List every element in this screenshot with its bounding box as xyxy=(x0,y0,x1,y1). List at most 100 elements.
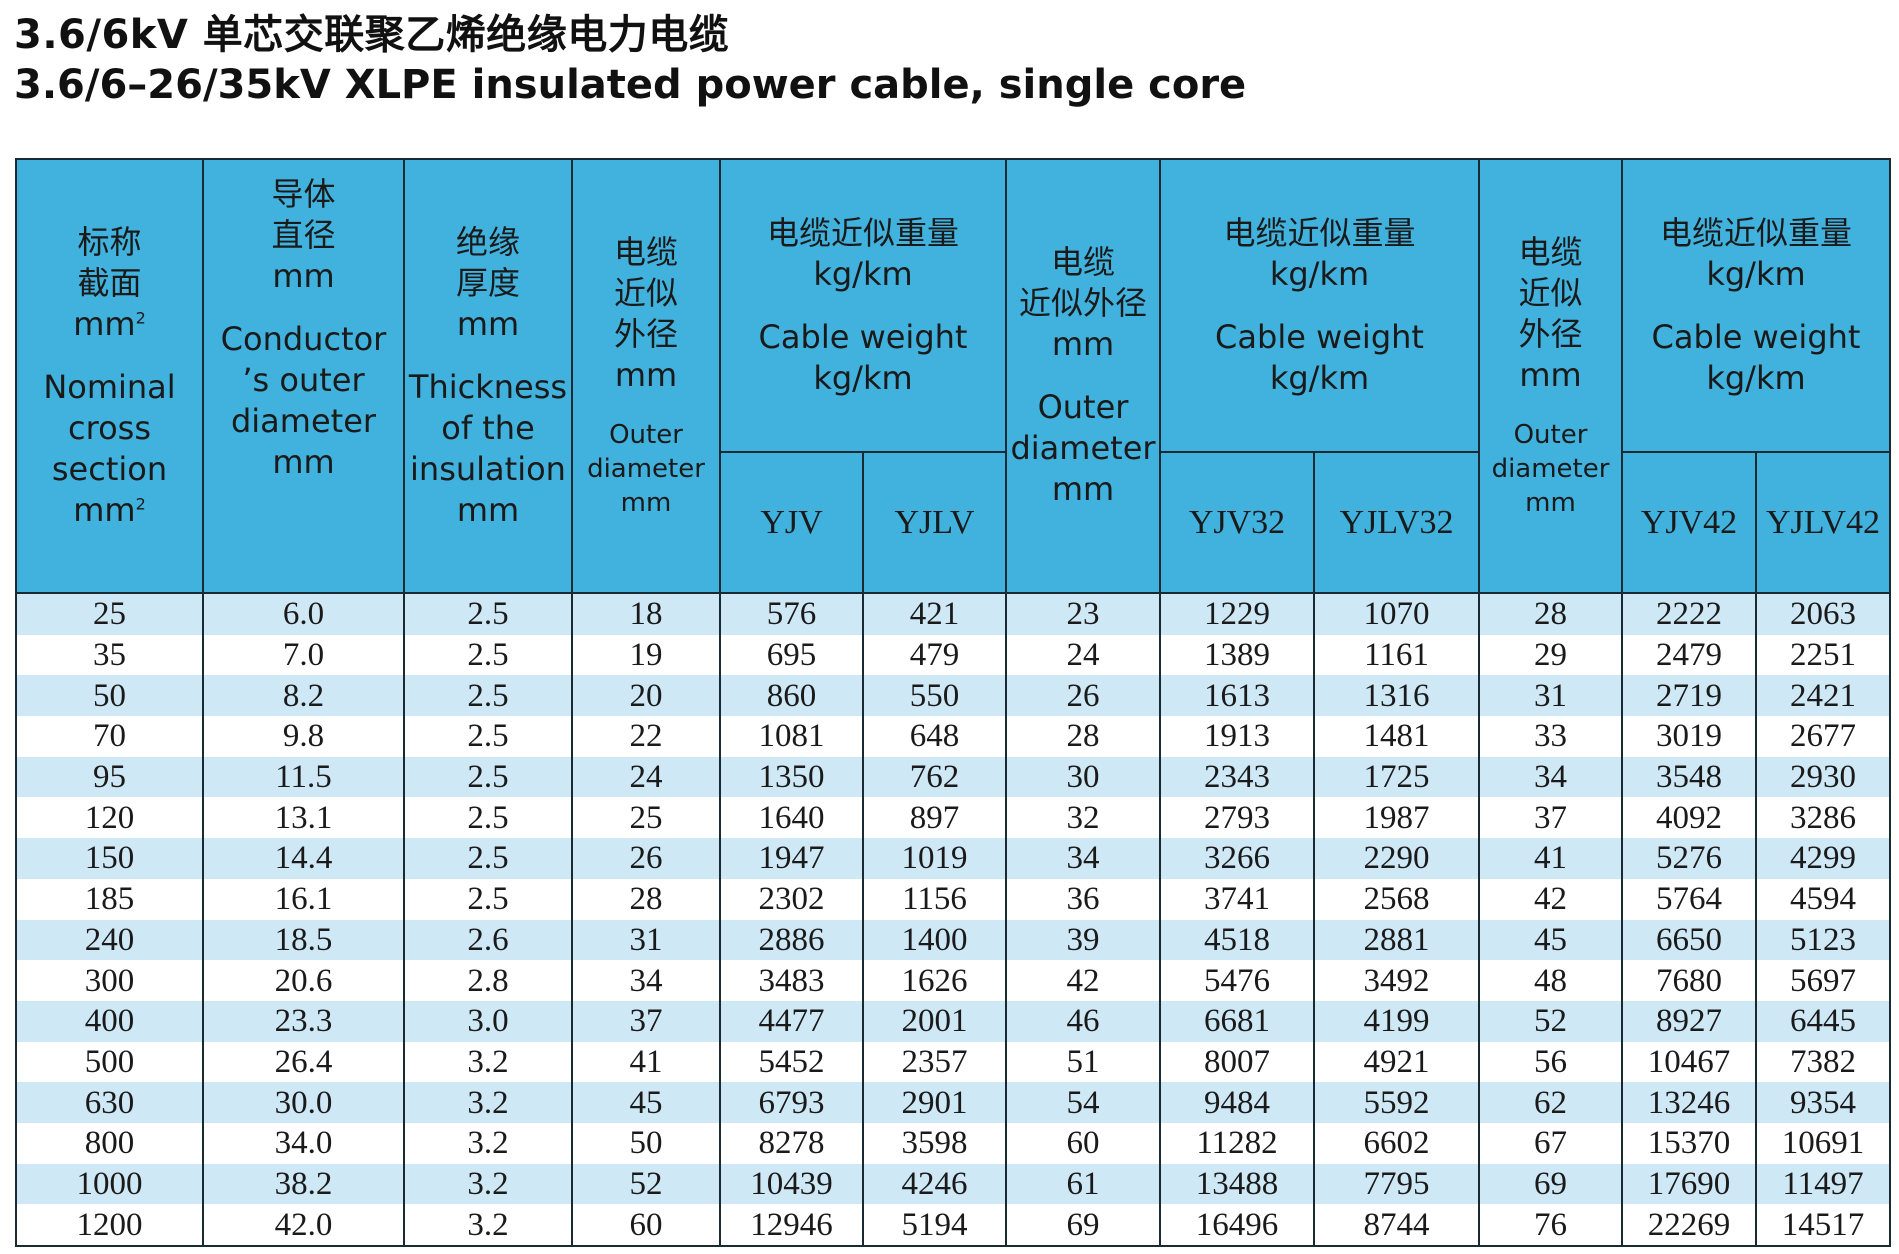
table-cell: 240 xyxy=(15,919,204,961)
table-row: 1000 38.2 3.2 52 10439 4246 61 13488 7795 69 17690… xyxy=(15,1163,1891,1205)
table-cell: 5592 xyxy=(1313,1082,1480,1123)
table-cell: 39 xyxy=(1005,919,1161,961)
table-cell: 11497 xyxy=(1755,1163,1891,1205)
table-cell: 3.2 xyxy=(403,1163,573,1205)
table-cell: 4518 xyxy=(1159,919,1315,961)
table-cell: 13488 xyxy=(1159,1163,1315,1205)
table-cell: 1161 xyxy=(1313,634,1480,676)
table-cell: 7.0 xyxy=(202,634,405,676)
table-cell: 42 xyxy=(1478,878,1623,920)
table-cell: 34 xyxy=(1478,756,1623,798)
table-cell: 5123 xyxy=(1755,919,1891,961)
table-cell: 300 xyxy=(15,960,204,1001)
table-cell: 2479 xyxy=(1621,634,1757,676)
table-cell: 3.2 xyxy=(403,1082,573,1123)
table-cell: 26 xyxy=(571,838,721,879)
table-cell: 38.2 xyxy=(202,1163,405,1205)
table-cell: 69 xyxy=(1005,1204,1161,1247)
table-cell: 7795 xyxy=(1313,1163,1480,1205)
table-cell: 22269 xyxy=(1621,1204,1757,1247)
table-row: 400 23.3 3.0 37 4477 2001 46 6681 4199 52 8927 6445 xyxy=(15,1000,1891,1042)
table-cell: 13246 xyxy=(1621,1082,1757,1123)
header-model-yjv32: YJV32 xyxy=(1159,451,1315,594)
table-cell: 2677 xyxy=(1755,716,1891,757)
table-cell: 76 xyxy=(1478,1204,1623,1247)
table-cell: 28 xyxy=(1478,593,1623,635)
table-cell: 54 xyxy=(1005,1082,1161,1123)
table-cell: 1200 xyxy=(15,1204,204,1247)
table-cell: 9.8 xyxy=(202,716,405,757)
table-cell: 56 xyxy=(1478,1041,1623,1083)
table-row: 300 20.6 2.8 34 3483 1626 42 5476 3492 48 7680 5697 xyxy=(15,960,1891,1001)
table-cell: 18 xyxy=(571,593,721,635)
table-row: 800 34.0 3.2 50 8278 3598 60 11282 6602 67 15370 10… xyxy=(15,1122,1891,1164)
table-cell: 36 xyxy=(1005,878,1161,920)
table-cell: 1000 xyxy=(15,1163,204,1205)
table-cell: 3.0 xyxy=(403,1000,573,1042)
table-cell: 2568 xyxy=(1313,878,1480,920)
page-title-en: 3.6/6–26/35kV XLPE insulated power cable… xyxy=(14,62,1247,108)
table-cell: 28 xyxy=(571,878,721,920)
table-cell: 18.5 xyxy=(202,919,405,961)
table-cell: 2.6 xyxy=(403,919,573,961)
table-cell: 5476 xyxy=(1159,960,1315,1001)
table-cell: 2343 xyxy=(1159,756,1315,798)
table-cell: 3741 xyxy=(1159,878,1315,920)
table-cell: 19 xyxy=(571,634,721,676)
table-cell: 10439 xyxy=(719,1163,864,1205)
table-row: 150 14.4 2.5 26 1947 1019 34 3266 2290 41 5276 4299 xyxy=(15,838,1891,879)
table-cell: 500 xyxy=(15,1041,204,1083)
header-model-yjlv: YJLV xyxy=(862,451,1007,594)
table-cell: 95 xyxy=(15,756,204,798)
table-cell: 50 xyxy=(571,1122,721,1164)
table-cell: 14.4 xyxy=(202,838,405,879)
table-cell: 550 xyxy=(862,675,1007,717)
table-cell: 2290 xyxy=(1313,838,1480,879)
table-row: 1200 42.0 3.2 60 12946 5194 69 16496 8744 76 22269… xyxy=(15,1204,1891,1247)
table-cell: 8927 xyxy=(1621,1000,1757,1042)
table-cell: 20 xyxy=(571,675,721,717)
table-cell: 52 xyxy=(1478,1000,1623,1042)
table-cell: 120 xyxy=(15,797,204,839)
table-cell: 24 xyxy=(571,756,721,798)
table-cell: 421 xyxy=(862,593,1007,635)
table-cell: 6793 xyxy=(719,1082,864,1123)
table-cell: 46 xyxy=(1005,1000,1161,1042)
table-cell: 185 xyxy=(15,878,204,920)
table-row: 25 6.0 2.5 18 576 421 23 1229 1070 28 2222 2063 xyxy=(15,593,1891,635)
table-row: 95 11.5 2.5 24 1350 762 30 2343 1725 34 3548 2930 xyxy=(15,756,1891,798)
header-outer-diameter-2: 电缆 近似外径 mm Outer diameter mm xyxy=(1005,158,1161,594)
table-cell: 860 xyxy=(719,675,864,717)
table-cell: 37 xyxy=(1478,797,1623,839)
table-cell: 6445 xyxy=(1755,1000,1891,1042)
header-conductor-diameter: 导体 直径 mm Conductor ’s outer diameter mm xyxy=(202,158,405,594)
table-cell: 1987 xyxy=(1313,797,1480,839)
table-cell: 10467 xyxy=(1621,1041,1757,1083)
table-cell: 60 xyxy=(571,1204,721,1247)
table-cell: 4299 xyxy=(1755,838,1891,879)
table-cell: 45 xyxy=(1478,919,1623,961)
table-cell: 9354 xyxy=(1755,1082,1891,1123)
table-cell: 1913 xyxy=(1159,716,1315,757)
table-cell: 1626 xyxy=(862,960,1007,1001)
table-cell: 1229 xyxy=(1159,593,1315,635)
table-cell: 30.0 xyxy=(202,1082,405,1123)
table-cell: 576 xyxy=(719,593,864,635)
table-cell: 2357 xyxy=(862,1041,1007,1083)
table-cell: 1350 xyxy=(719,756,864,798)
table-cell: 16.1 xyxy=(202,878,405,920)
table-cell: 6650 xyxy=(1621,919,1757,961)
table-cell: 1640 xyxy=(719,797,864,839)
table-cell: 1070 xyxy=(1313,593,1480,635)
table-cell: 7382 xyxy=(1755,1041,1891,1083)
table-cell: 25 xyxy=(571,797,721,839)
table-cell: 25 xyxy=(15,593,204,635)
table-cell: 11282 xyxy=(1159,1122,1315,1164)
table-cell: 16496 xyxy=(1159,1204,1315,1247)
table-cell: 70 xyxy=(15,716,204,757)
table-cell: 2.5 xyxy=(403,675,573,717)
table-row: 185 16.1 2.5 28 2302 1156 36 3741 2568 42 5764 4594 xyxy=(15,878,1891,920)
table-cell: 5452 xyxy=(719,1041,864,1083)
table-cell: 4199 xyxy=(1313,1000,1480,1042)
page-title-cn: 3.6/6kV 单芯交联聚乙烯绝缘电力电缆 xyxy=(14,12,730,58)
